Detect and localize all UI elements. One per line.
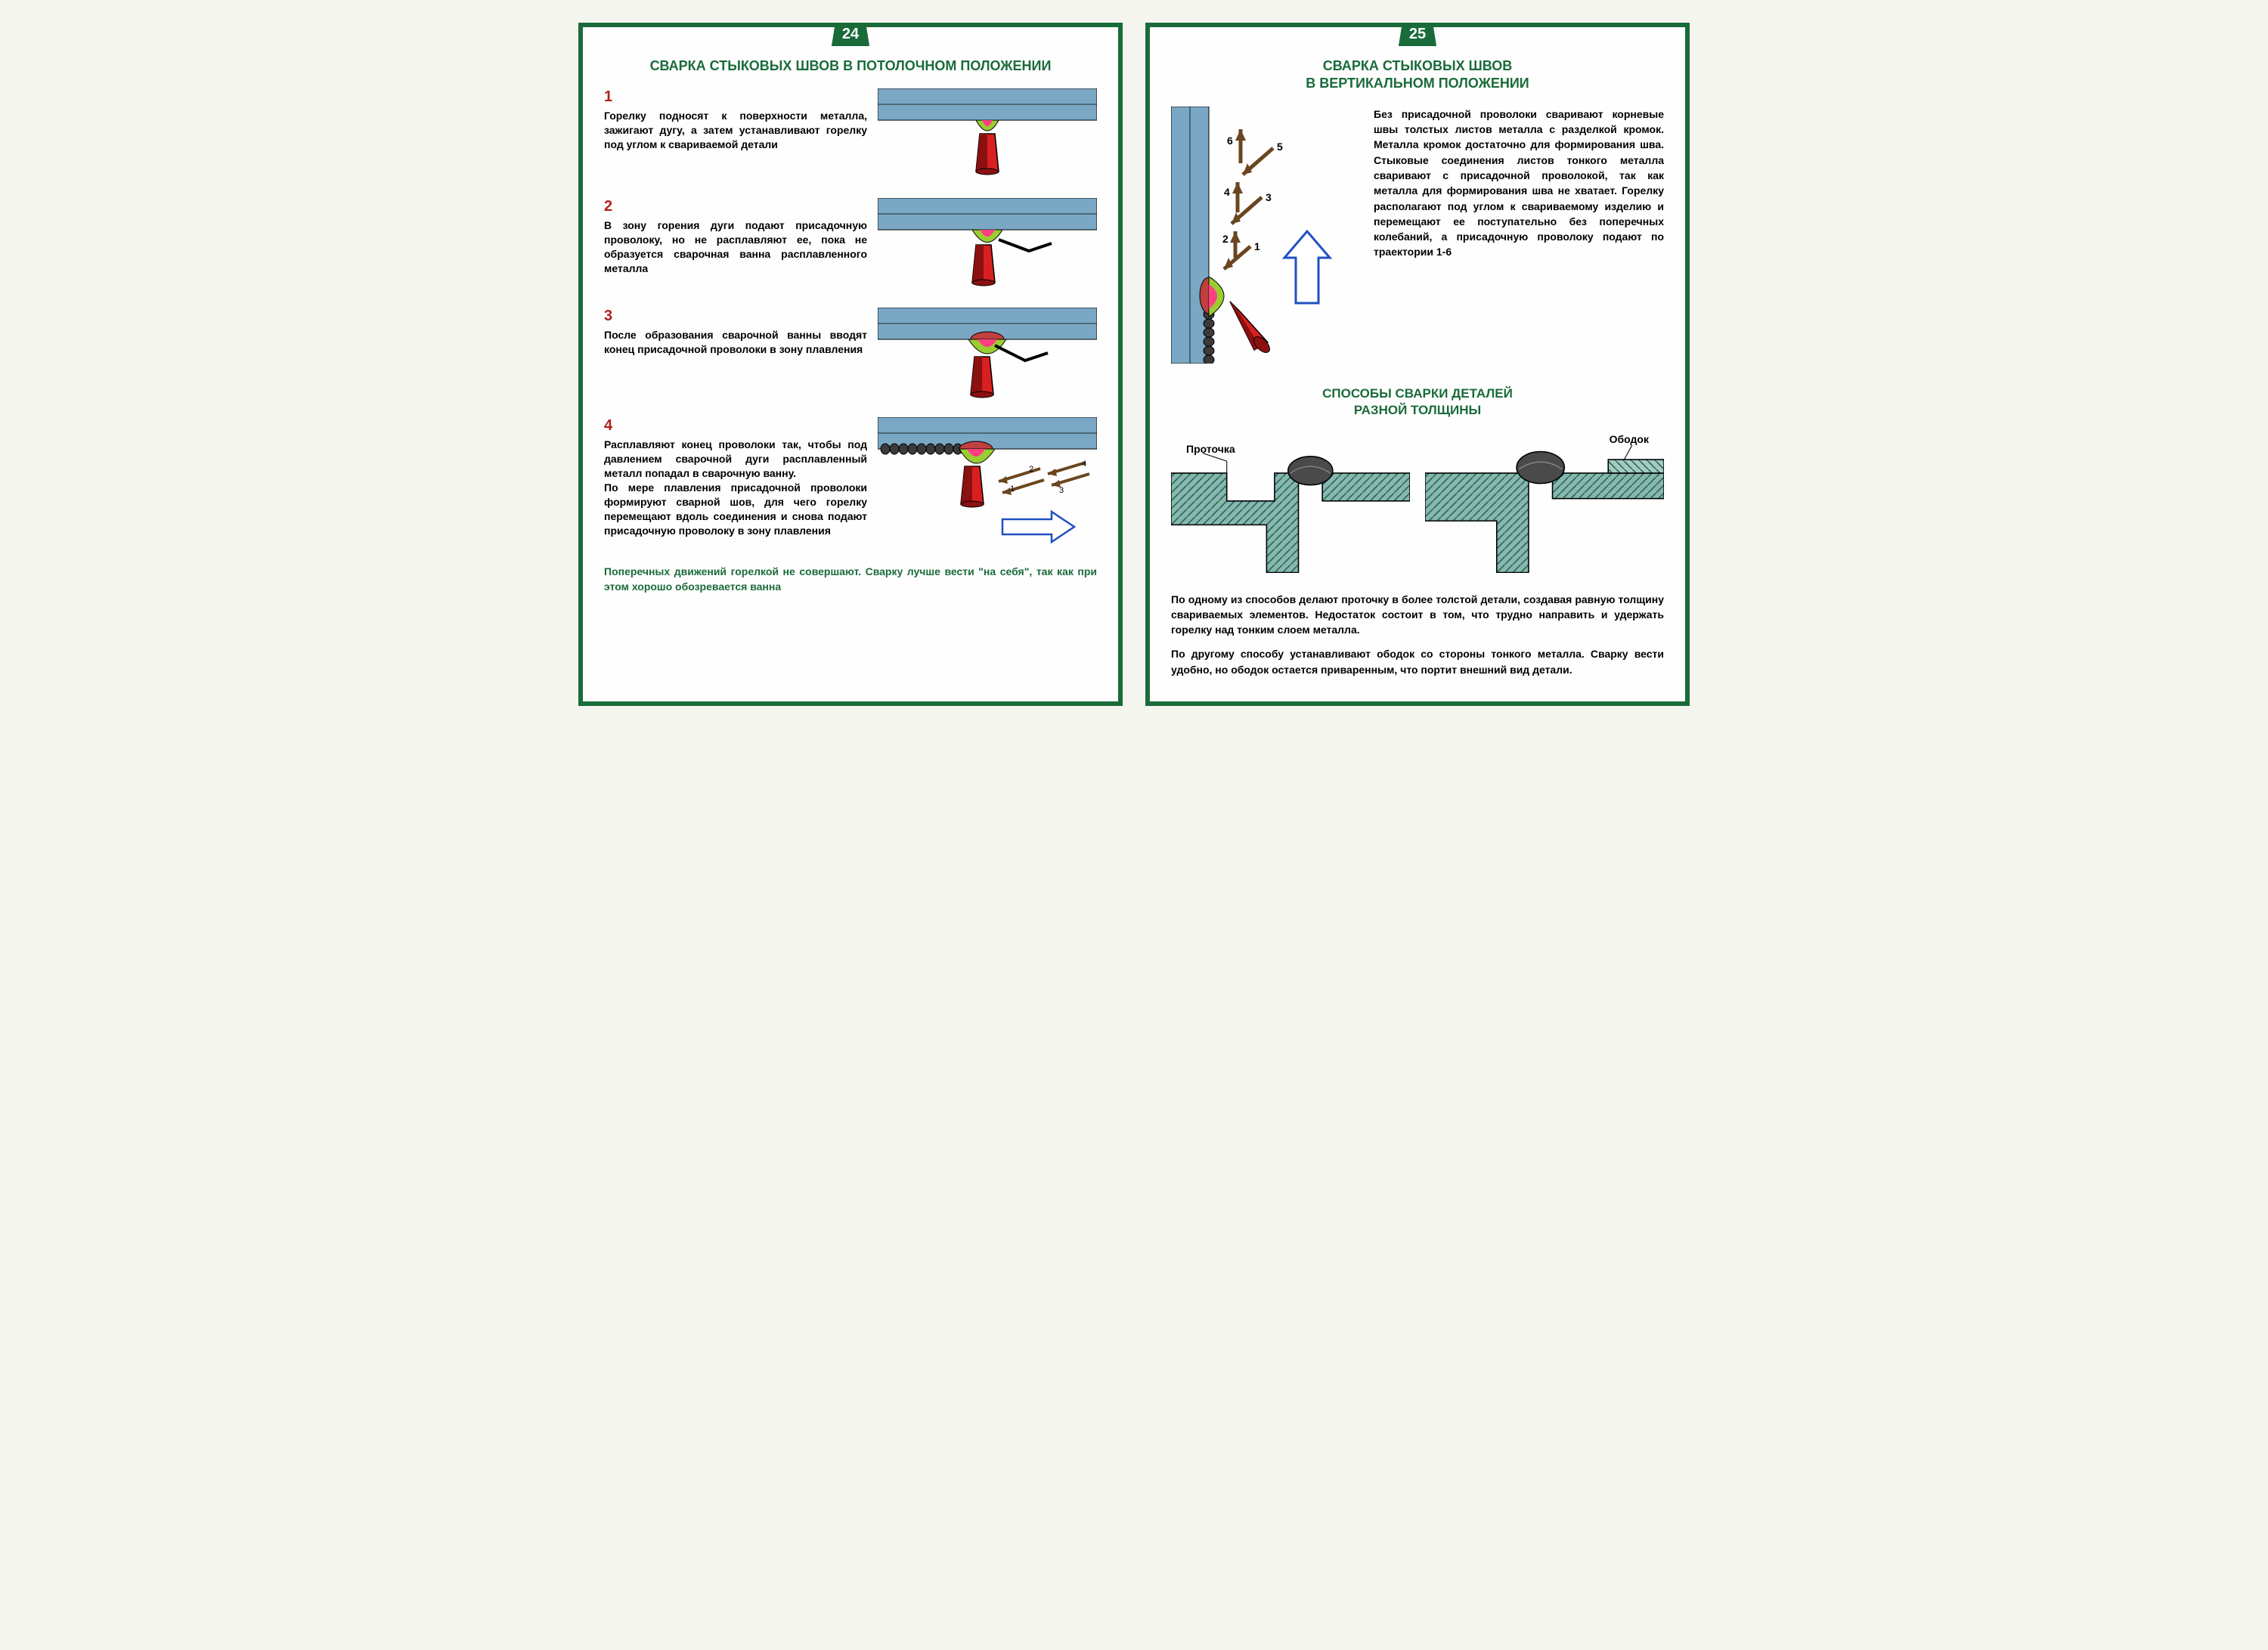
- vertical-weld-text: Без присадочной проволоки сваривают корн…: [1374, 107, 1664, 367]
- weld-diagram-1: [878, 88, 1097, 179]
- thickness-rim: Ободок: [1425, 429, 1664, 577]
- para-groove: По одному из способов делают проточку в …: [1171, 592, 1664, 638]
- page-title: СВАРКА СТЫКОВЫХ ШВОВ В ВЕРТИКАЛЬНОМ ПОЛО…: [1171, 57, 1664, 93]
- step-text: Горелку подносят к поверхности металла, …: [604, 109, 867, 152]
- step: 4 Расплавляют конец проволоки так, чтобы…: [604, 417, 1097, 549]
- subtitle: СПОСОБЫ СВАРКИ ДЕТАЛЕЙ РАЗНОЙ ТОЛЩИНЫ: [1171, 385, 1664, 419]
- groove-label: Проточка: [1186, 443, 1235, 455]
- svg-text:2: 2: [1222, 233, 1228, 245]
- page-right: 25 СВАРКА СТЫКОВЫХ ШВОВ В ВЕРТИКАЛЬНОМ П…: [1145, 23, 1690, 706]
- weld-diagram-2: [878, 198, 1097, 289]
- step-number: 4: [604, 417, 867, 435]
- weld-diagram-3: [878, 308, 1097, 398]
- step-diagram: [878, 308, 1097, 402]
- step: 3 После образования сварочной ванны ввод…: [604, 308, 1097, 402]
- footer-note: Поперечных движений горелкой не совершаю…: [604, 565, 1097, 594]
- svg-text:3: 3: [1059, 486, 1064, 495]
- svg-text:1: 1: [1010, 484, 1015, 494]
- step-text: В зону горения дуги подают присадочную п…: [604, 218, 867, 276]
- step: 2 В зону горения дуги подают присадочную…: [604, 198, 1097, 293]
- svg-text:5: 5: [1277, 141, 1283, 153]
- svg-text:3: 3: [1266, 191, 1272, 203]
- weld-diagram-4: 1 2 3 4: [878, 417, 1097, 546]
- step-number: 2: [604, 198, 867, 215]
- step-text: После образования сварочной ванны вводят…: [604, 328, 867, 357]
- thickness-diagrams: Проточка Ободок: [1171, 429, 1664, 577]
- step-number: 3: [604, 308, 867, 325]
- thickness-groove: Проточка: [1171, 429, 1410, 577]
- para-rim: По другому способу устанавливают ободок …: [1171, 646, 1664, 677]
- svg-text:6: 6: [1227, 135, 1233, 147]
- page-number: 25: [1399, 23, 1436, 46]
- step: 1 Горелку подносят к поверхности металла…: [604, 88, 1097, 183]
- page-title: СВАРКА СТЫКОВЫХ ШВОВ В ПОТОЛОЧНОМ ПОЛОЖЕ…: [604, 57, 1097, 75]
- page-number: 24: [832, 23, 869, 46]
- rim-label: Ободок: [1610, 433, 1649, 445]
- svg-text:1: 1: [1254, 240, 1260, 252]
- vertical-weld-section: 1 2 3 4 5 6 Без: [1171, 107, 1664, 367]
- step-number: 1: [604, 88, 867, 106]
- step-diagram: [878, 198, 1097, 293]
- page-left: 24 СВАРКА СТЫКОВЫХ ШВОВ В ПОТОЛОЧНОМ ПОЛ…: [578, 23, 1123, 706]
- step-diagram: [878, 88, 1097, 183]
- step-diagram: 1 2 3 4: [878, 417, 1097, 549]
- svg-text:4: 4: [1224, 186, 1230, 198]
- step-text: Расплавляют конец проволоки так, чтобы п…: [604, 438, 867, 537]
- svg-text:4: 4: [1082, 460, 1086, 469]
- svg-text:2: 2: [1029, 465, 1033, 474]
- vertical-weld-diagram: 1 2 3 4 5 6: [1171, 107, 1360, 367]
